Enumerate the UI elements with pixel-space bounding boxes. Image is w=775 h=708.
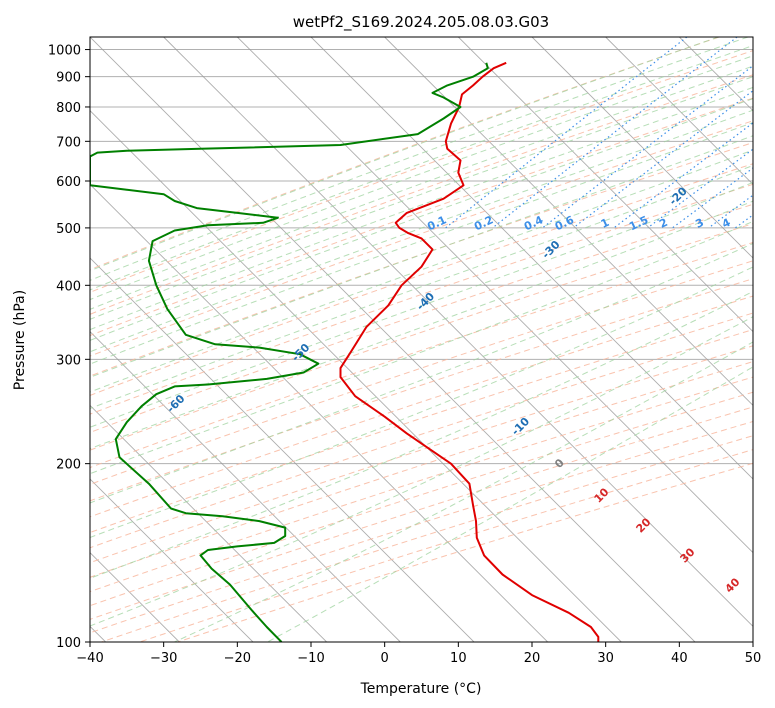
x-tick-label: 20 <box>524 651 541 666</box>
moist-adiabat-line <box>90 44 753 291</box>
y-axis-ticks: 100 200 300 400 500 600 700 800 900 1000 <box>48 44 90 651</box>
isotherm-line <box>163 37 753 627</box>
isotherm-line <box>237 37 753 554</box>
mixing-ratio-line <box>672 167 753 229</box>
y-tick-label: 100 <box>56 636 81 651</box>
y-tick-label: 900 <box>56 71 81 86</box>
dry-adiabat-line <box>90 329 753 549</box>
isotherm-line <box>384 37 753 406</box>
isotherm-line <box>90 404 327 642</box>
mixing-ratio-line <box>647 148 753 229</box>
x-tick-label: −40 <box>76 651 103 666</box>
moist-adiabat-line <box>90 242 753 504</box>
isotherm-line <box>605 37 753 185</box>
dry-adiabat-line <box>90 361 753 578</box>
x-tick-label: 0 <box>381 651 389 666</box>
moist-adiabat-line <box>267 366 753 642</box>
isotherm-line <box>310 37 753 480</box>
grid-layer <box>90 49 753 642</box>
y-tick-label: 600 <box>56 175 81 190</box>
moist-adiabat-line <box>90 65 753 310</box>
plot-frame <box>89 36 754 643</box>
isotherm-line <box>90 257 475 642</box>
dry-adiabat-line <box>90 120 753 357</box>
x-axis-ticks: −40 −30 −20 −10 0 10 20 30 40 50 <box>76 642 761 666</box>
moist-adiabat-layer <box>90 37 753 642</box>
y-tick-label: 400 <box>56 279 81 294</box>
moist-adiabat-line <box>90 98 753 341</box>
mixing-ratio-line <box>445 37 688 229</box>
dry-adiabat-line <box>90 278 753 502</box>
dry-adiabat-line <box>90 312 753 534</box>
isotherm-line <box>90 331 401 642</box>
moist-adiabat-line <box>90 86 753 331</box>
moist-adiabat-line <box>90 290 753 579</box>
mixing-ratio-layer <box>445 37 753 229</box>
dewpoint-profile-line <box>90 62 489 642</box>
dry-adiabat-line <box>90 74 753 315</box>
moist-adiabat-line <box>90 55 753 301</box>
y-tick-label: 200 <box>56 458 81 473</box>
moist-adiabat-line <box>90 109 753 353</box>
y-axis-label: Pressure (hPa) <box>12 290 28 390</box>
isotherm-line <box>531 37 753 259</box>
moist-adiabat-line <box>90 266 753 539</box>
dry-adiabat-line <box>90 50 753 293</box>
moist-adiabat-line <box>90 37 719 272</box>
moist-adiabat-line <box>90 76 753 320</box>
x-tick-label: 10 <box>450 651 467 666</box>
mixing-ratio-line <box>492 37 738 229</box>
temperature-profile-line <box>339 61 600 642</box>
x-tick-label: −10 <box>297 651 324 666</box>
x-tick-label: −30 <box>150 651 177 666</box>
dry-adiabat-line <box>90 97 753 337</box>
sounding-series-layer <box>90 61 600 642</box>
mixing-ratio-line <box>572 89 753 229</box>
x-tick-label: 30 <box>597 651 614 666</box>
moist-adiabat-line <box>90 164 753 410</box>
x-tick-label: 40 <box>671 651 688 666</box>
dry-adiabat-line <box>90 260 753 485</box>
y-tick-label: 700 <box>56 135 81 150</box>
moist-adiabat-line <box>90 200 753 450</box>
isotherm-line <box>90 110 622 642</box>
isotherm-line <box>90 183 548 642</box>
chart-title: wetPf2_S169.2024.205.08.03.G03 <box>293 13 549 32</box>
dry-adiabat-line <box>90 142 753 377</box>
y-tick-label: 800 <box>56 101 81 116</box>
isotherm-line <box>90 37 696 642</box>
x-tick-label: 50 <box>745 651 762 666</box>
y-tick-label: 300 <box>56 353 81 368</box>
dry-adiabat-line <box>90 223 753 451</box>
moist-adiabat-line <box>90 181 753 428</box>
dry-adiabat-line <box>90 391 753 607</box>
dry-adiabat-line <box>90 163 753 396</box>
x-axis-label: Temperature (°C) <box>360 681 482 697</box>
y-tick-label: 1000 <box>48 44 81 59</box>
y-tick-label: 500 <box>56 222 81 237</box>
x-tick-label: −20 <box>224 651 251 666</box>
